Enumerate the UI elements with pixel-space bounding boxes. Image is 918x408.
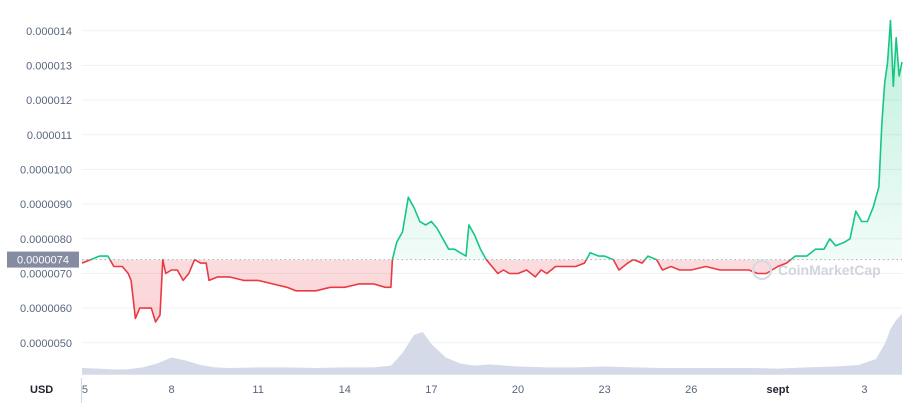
y-tick-label-5: 0.0000100 <box>20 164 72 176</box>
reference-price-label: 0.0000074 <box>17 255 69 267</box>
watermark-logo-icon <box>751 259 773 281</box>
x-tick-label-5: 20 <box>512 384 524 396</box>
watermark-text: CoinMarketCap <box>778 262 881 278</box>
y-tick-label-3: 0.0000080 <box>20 234 72 246</box>
y-tick-label-6: 0.000011 <box>27 130 72 142</box>
y-tick-label-2: 0.0000070 <box>20 268 72 280</box>
x-tick-label-0: 5 <box>82 384 88 396</box>
y-tick-label-1: 0.0000060 <box>20 303 72 315</box>
x-tick-label-9: 3 <box>861 384 867 396</box>
x-tick-label-2: 11 <box>252 384 263 396</box>
x-tick-label-1: 8 <box>168 384 174 396</box>
y-tick-label-7: 0.000012 <box>26 95 72 107</box>
y-tick-label-4: 0.0000090 <box>20 199 72 211</box>
x-tick-label-7: 26 <box>685 384 697 396</box>
volume-area <box>82 314 902 374</box>
x-tick-label-3: 14 <box>339 384 351 396</box>
x-tick-label-8: sept <box>767 384 790 396</box>
currency-label: USD <box>30 384 53 396</box>
x-tick-label-6: 23 <box>598 384 610 396</box>
reference-price-tag <box>7 251 79 268</box>
y-tick-label-8: 0.000013 <box>26 60 72 72</box>
price-line-down <box>81 259 793 323</box>
y-tick-label-9: 0.000014 <box>26 26 72 38</box>
x-tick-label-4: 17 <box>425 384 437 396</box>
price-fill-below <box>82 259 791 322</box>
y-tick-label-0: 0.0000050 <box>20 338 72 350</box>
